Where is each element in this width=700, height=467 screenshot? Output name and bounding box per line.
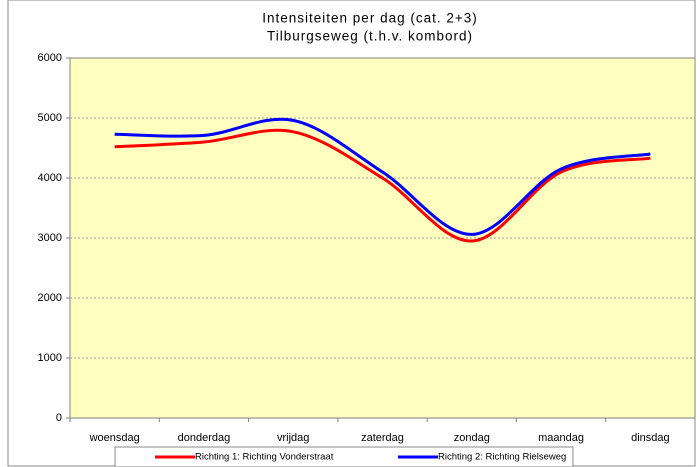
x-tick-label: dinsdag	[631, 432, 670, 444]
y-tick-label: 0	[56, 412, 62, 424]
series-line	[114, 117, 651, 236]
y-tick-label: 2000	[38, 292, 62, 304]
y-tick-label: 6000	[38, 52, 62, 64]
x-tick-label: zondag	[454, 432, 490, 444]
legend-label: Richting 1: Richting Vonderstraat	[195, 452, 334, 463]
y-tick-label: 1000	[38, 352, 62, 364]
x-tick-label: zaterdag	[361, 432, 404, 444]
x-tick-label: vrijdag	[277, 432, 309, 444]
x-tick-label: woensdag	[89, 432, 140, 444]
x-tick-label: donderdag	[178, 432, 231, 444]
chart-subtitle: Tilburgseweg (t.h.v. kombord)	[267, 29, 473, 44]
chart-title: Intensiteiten per dag (cat. 2+3)	[262, 11, 478, 26]
y-tick-label: 4000	[38, 172, 62, 184]
y-tick-label: 5000	[38, 112, 62, 124]
legend	[114, 446, 574, 467]
series-line	[114, 128, 651, 243]
y-tick-label: 3000	[38, 232, 62, 244]
x-tick-label: maandag	[538, 432, 584, 444]
legend-label: Richting 2: Richting Rielseweg	[438, 452, 566, 463]
